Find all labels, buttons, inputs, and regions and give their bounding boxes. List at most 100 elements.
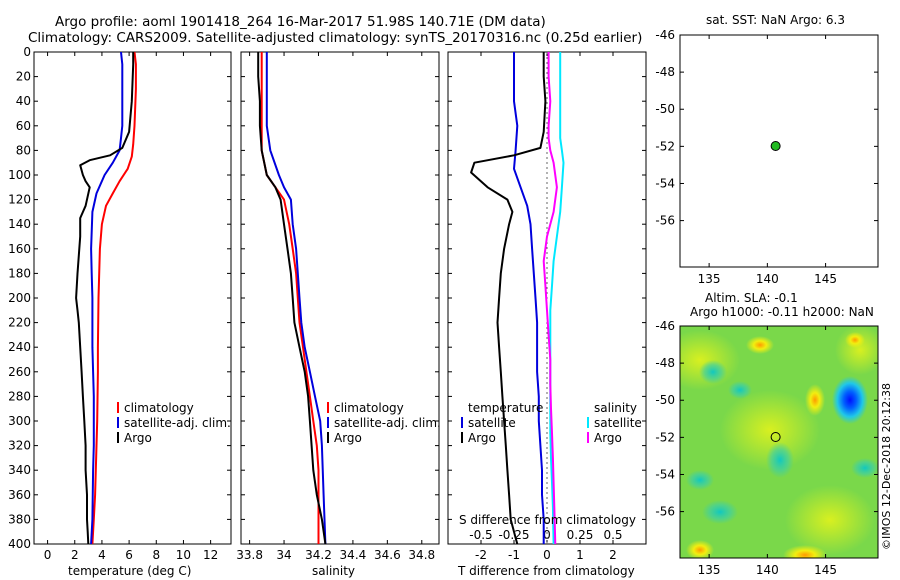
figure-title-line1: Argo profile: aoml 1901418_264 16-Mar-20…: [55, 14, 546, 30]
profile-line-argo: [257, 52, 327, 545]
lat-tick-label: -50: [655, 102, 675, 116]
lat-tick-label: -56: [655, 214, 675, 228]
sst-map-panel: sat. SST: NaN Argo: 6.3 -46 -48 -50 -52 -54 -…: [655, 13, 879, 286]
depth-tick-label: 340: [8, 463, 31, 477]
sla-patch: [720, 390, 820, 470]
figure-title-line2: Climatology: CARS2009. Satellite-adjuste…: [28, 30, 642, 46]
sla-patch: [845, 332, 865, 348]
sla-heatmap: [680, 326, 878, 558]
x-tick-label: 33.8: [236, 548, 263, 562]
sla-lon-ticks: 135 140 145: [698, 326, 837, 577]
x-tick-label: 34.2: [305, 548, 332, 562]
lat-tick-label: -52: [655, 139, 675, 153]
x-tick-label: 2: [71, 548, 79, 562]
salinity-profiles: [257, 52, 327, 545]
temperature-panel: 0204060801001201401601802002202402602803…: [8, 45, 232, 578]
sla-patch: [805, 384, 825, 416]
sla-argo-markers: [770, 431, 781, 442]
profile-line-t-argo: [470, 52, 547, 545]
sla-patch: [686, 540, 714, 558]
temperature-legend: climatology satellite-adj. clim. Argo: [117, 401, 231, 445]
depth-tick-label: 160: [8, 242, 31, 256]
sla-patch: [766, 442, 794, 478]
depth-tick-label: 380: [8, 512, 31, 526]
profile-line-climatology: [91, 51, 137, 545]
x-tick-label: 34: [276, 548, 291, 562]
lat-tick-label: -52: [655, 430, 675, 444]
legend-temperature-title: temperature: [468, 401, 543, 415]
x-tick-label: 34.6: [374, 548, 401, 562]
depth-tick-label: 220: [8, 316, 31, 330]
profile-line-s-satellite: [549, 52, 565, 545]
depth-tick-label: 20: [16, 70, 31, 84]
lat-tick-label: -56: [655, 505, 675, 519]
x-tick-label: 12: [203, 548, 218, 562]
argo-position-marker: [770, 431, 781, 442]
profile-line-s-argo: [542, 52, 558, 545]
difference-legend: temperature satellite Argo salinity sate…: [461, 401, 642, 445]
temperature-axis-ticks: 0 2 4 6 8 10 12: [44, 52, 218, 562]
lat-tick-label: -48: [655, 65, 675, 79]
temperature-axis-label: temperature (deg C): [68, 564, 191, 578]
salinity-legend: climatology satellite-adj. clim. Argo: [327, 401, 441, 445]
depth-tick-label: 200: [8, 291, 31, 305]
depth-tick-label: 100: [8, 168, 31, 182]
depth-tick-label: 0: [23, 45, 31, 59]
sla-patch: [728, 381, 752, 399]
s-diff-tick-label: 0: [543, 528, 551, 542]
depth-tick-label: 40: [16, 94, 31, 108]
sla-lat-ticks: -46 -48 -50 -52 -54 -56: [655, 319, 878, 519]
sla-map-frame: [679, 325, 879, 559]
temperature-profiles: [75, 51, 137, 545]
sla-patch: [832, 376, 868, 424]
sla-patch: [785, 485, 875, 555]
depth-tick-label: 80: [16, 143, 31, 157]
lon-tick-label: 140: [756, 563, 779, 577]
sla-patch: [686, 470, 714, 490]
lat-tick-label: -46: [655, 28, 675, 42]
sst-map-title: sat. SST: NaN Argo: 6.3: [706, 13, 845, 27]
depth-tick-label: 360: [8, 488, 31, 502]
x-tick-label: -2: [475, 548, 487, 562]
legend-climatology-label: climatology: [124, 401, 194, 415]
x-tick-label: 0: [44, 548, 52, 562]
temperature-plot-frame: [33, 51, 232, 545]
salinity-axis-label: salinity: [312, 564, 355, 578]
lat-tick-label: -46: [655, 319, 675, 333]
depth-tick-label: 140: [8, 217, 31, 231]
legend-t-argo-label: Argo: [468, 431, 496, 445]
t-difference-axis-label: T difference from climatology: [457, 564, 635, 578]
sla-patch: [699, 360, 727, 384]
legend-s-argo-label: Argo: [594, 431, 622, 445]
profile-line-argo: [75, 52, 135, 545]
depth-tick-label: 300: [8, 414, 31, 428]
legend-satellite-label: satellite-adj. clim.: [334, 416, 441, 430]
salinity-panel: 33.8 34 34.2 34.4 34.6 34.8 salinity climatol…: [236, 51, 441, 578]
lon-tick-label: 145: [814, 563, 837, 577]
depth-tick-label: 320: [8, 439, 31, 453]
depth-tick-label: 280: [8, 389, 31, 403]
credit-text: ©IMOS 12-Dec-2018 20:12:38: [880, 383, 893, 550]
sla-map-panel: Altim. SLA: -0.1 Argo h1000: -0.11 h2000…: [655, 291, 879, 577]
difference-profiles: [470, 52, 565, 545]
s-difference-axis-label: S difference from climatology: [459, 513, 636, 527]
s-diff-tick-label: -0.5: [469, 528, 492, 542]
sla-map-subtitle: Argo h1000: -0.11 h2000: NaN: [690, 305, 874, 319]
x-tick-label: 10: [176, 548, 191, 562]
depth-tick-label: 60: [16, 119, 31, 133]
depth-tick-label: 180: [8, 266, 31, 280]
sst-lon-ticks: 135 140 145: [698, 35, 837, 286]
profile-line-satellite-adj-clim-: [90, 51, 124, 545]
lon-tick-label: 135: [698, 563, 721, 577]
legend-argo-label: Argo: [334, 431, 362, 445]
x-tick-label: 0: [543, 548, 551, 562]
legend-satellite-label: satellite-adj. clim.: [124, 416, 231, 430]
t-difference-axis-ticks: -2 -1 0 1 2: [475, 52, 617, 562]
salinity-axis-ticks: 33.8 34 34.2 34.4 34.6 34.8: [236, 52, 435, 562]
s-diff-tick-label: 0.25: [567, 528, 594, 542]
depth-tick-label: 400: [8, 537, 31, 551]
x-tick-label: 34.4: [340, 548, 367, 562]
sla-patch: [851, 458, 878, 478]
lat-tick-label: -54: [655, 176, 675, 190]
